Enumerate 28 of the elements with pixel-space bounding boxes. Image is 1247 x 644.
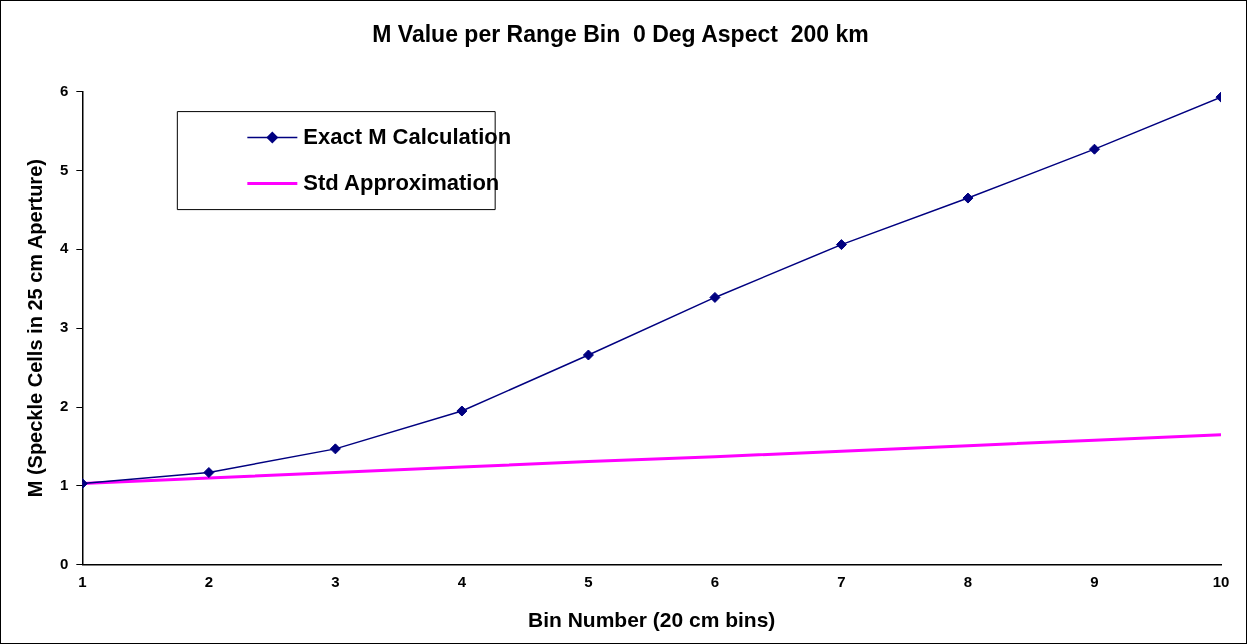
y-axis-title: M (Speckle Cells in 25 cm Aperture) xyxy=(23,159,46,498)
x-tick-label: 5 xyxy=(584,572,593,590)
point xyxy=(329,443,341,455)
point xyxy=(582,349,594,361)
chart-title: M Value per Range Bin 0 Deg Aspect 200 km xyxy=(372,21,869,48)
y-tick-label: 4 xyxy=(60,239,69,257)
y-tick-label: 2 xyxy=(60,397,69,415)
point xyxy=(709,291,721,303)
y-tick-label: 6 xyxy=(60,81,69,99)
y-tick-label: 0 xyxy=(60,554,69,572)
x-tick-label: 1 xyxy=(78,572,87,590)
x-tick-label: 6 xyxy=(710,572,720,590)
x-tick-label: 4 xyxy=(457,572,467,590)
x-tick-label: 9 xyxy=(1090,572,1099,590)
x-axis-title: Bin Number (20 cm bins) xyxy=(527,608,776,632)
point xyxy=(456,405,468,417)
x-tick-label: 10 xyxy=(1212,572,1230,590)
x-tick-label: 8 xyxy=(963,572,973,590)
y-tick-label: 3 xyxy=(60,318,69,336)
point xyxy=(1088,143,1100,155)
x-tick-label: 3 xyxy=(331,572,340,590)
y-tick-label: 1 xyxy=(60,476,69,494)
x-tick-label: 7 xyxy=(837,572,846,590)
point xyxy=(962,192,974,204)
x-tick-label: 2 xyxy=(204,572,214,590)
point xyxy=(835,239,847,251)
y-tick-label: 5 xyxy=(60,160,69,178)
point xyxy=(203,467,215,479)
